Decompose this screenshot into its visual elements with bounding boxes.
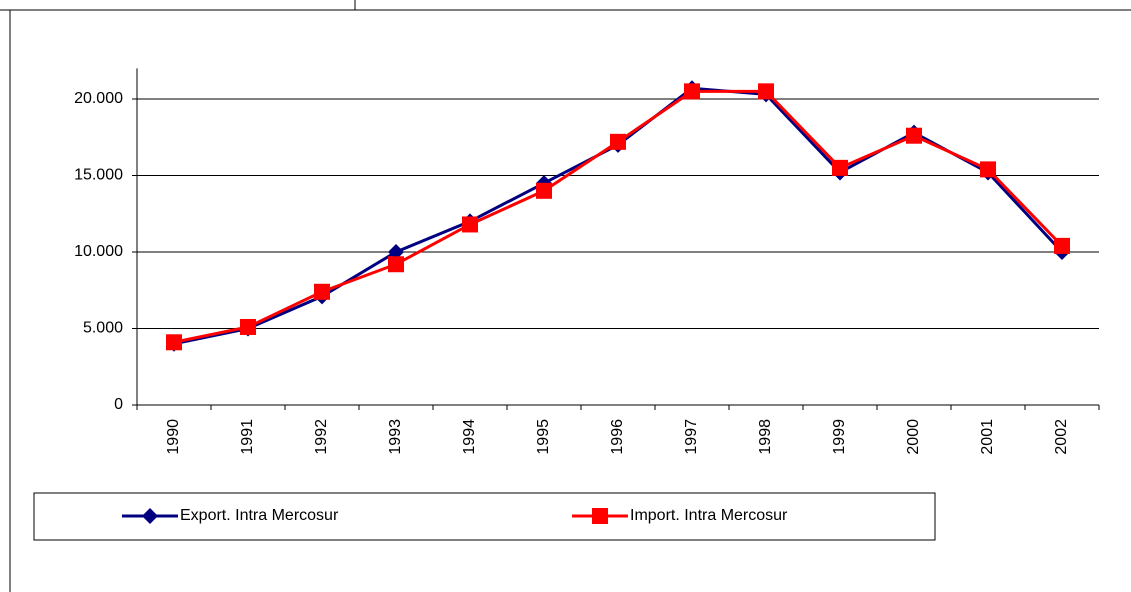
x-tick-label: 1990 [165,419,182,455]
y-tick-label: 5.000 [83,320,123,337]
x-tick-label: 1996 [609,419,626,455]
point [536,182,552,199]
y-tick-label: 10.000 [74,243,123,260]
point [388,256,404,273]
x-tick-label: 2000 [905,419,922,455]
y-tick-label: 0 [114,396,123,413]
point [240,318,256,335]
point [142,508,158,524]
point [832,159,848,176]
point [166,334,182,351]
x-tick-label: 1998 [757,419,774,455]
x-tick-label: 1992 [313,419,330,455]
point [462,216,478,233]
point [684,83,700,100]
x-tick-label: 2002 [1053,419,1070,455]
y-tick-label: 15.000 [74,167,123,184]
legend-label: Export. Intra Mercosur [180,507,339,524]
y-tick-label: 20.000 [74,90,123,107]
point [314,283,330,300]
point [1054,237,1070,254]
legend-box [33,492,936,541]
point [388,244,404,260]
x-tick-label: 1999 [831,419,848,455]
point [758,83,774,100]
x-tick-label: 1993 [387,419,404,455]
series-line [173,89,1064,344]
x-tick-label: 1994 [461,419,478,455]
x-tick-label: 1991 [239,419,256,455]
point [610,133,626,150]
legend-label: Import. Intra Mercosur [630,507,788,524]
point [906,127,922,144]
series-line [173,86,1064,346]
point [592,508,608,524]
point [980,161,996,178]
x-tick-label: 1997 [683,419,700,455]
x-tick-label: 2001 [979,419,996,455]
x-tick-label: 1995 [535,419,552,455]
